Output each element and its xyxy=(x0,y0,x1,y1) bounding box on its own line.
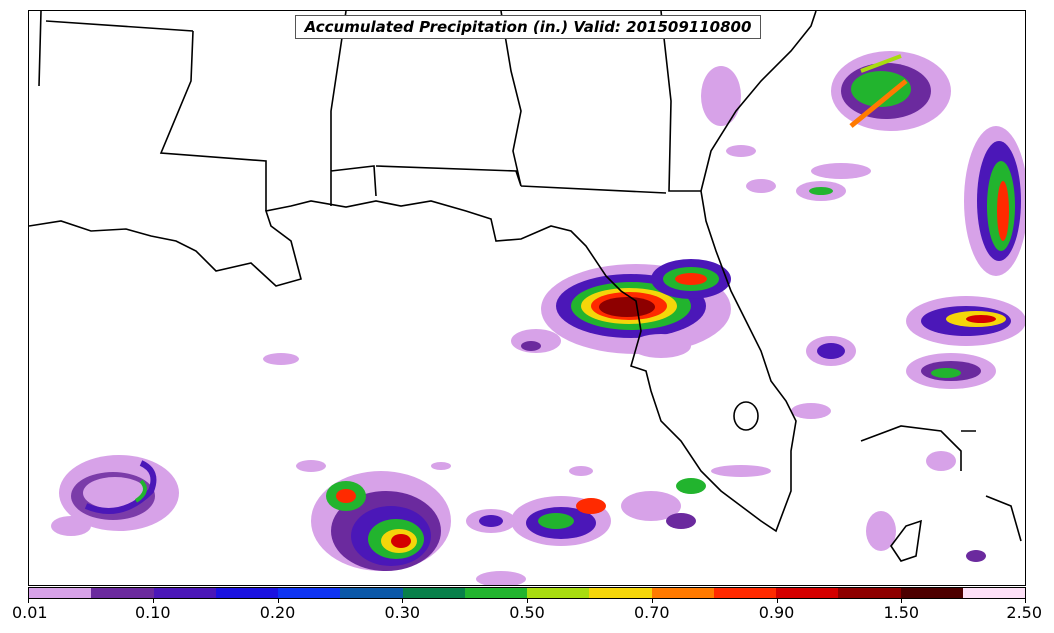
colorbar xyxy=(28,587,1026,599)
colorbar-segment xyxy=(464,588,527,598)
colorbar-segment xyxy=(215,588,278,598)
colorbar-tick-label: 0.20 xyxy=(259,603,296,622)
coastline xyxy=(29,11,817,533)
colorbar-tick xyxy=(277,599,279,603)
colorbar-tick xyxy=(651,599,653,603)
precip-southern-gulf xyxy=(263,353,986,585)
islands-coastline xyxy=(890,495,1022,562)
colorbar-tick-label: 0.01 xyxy=(11,603,48,622)
colorbar-tick-label: 0.30 xyxy=(384,603,421,622)
state-borders xyxy=(38,11,701,211)
colorbar-tick xyxy=(527,599,528,603)
precip-atlantic-band xyxy=(701,51,1025,419)
precipitation-field xyxy=(51,51,1025,585)
colorbar-tick-label: 0.50 xyxy=(509,603,545,622)
colorbar-segment xyxy=(402,588,465,598)
colorbar-segment xyxy=(153,588,216,598)
colorbar-tick xyxy=(1025,599,1026,603)
colorbar-segment xyxy=(651,588,714,598)
colorbar-tick-label: 0.10 xyxy=(134,603,171,622)
geographic-lines xyxy=(29,11,1022,562)
colorbar-segment xyxy=(962,588,1025,598)
colorbar-segment xyxy=(527,588,590,598)
precip-florida-storm xyxy=(511,259,731,358)
map-canvas xyxy=(29,11,1025,585)
colorbar-tick xyxy=(776,599,778,603)
map-panel xyxy=(28,10,1026,586)
colorbar-segment xyxy=(91,588,154,598)
colorbar-tick xyxy=(901,599,903,603)
colorbar-segment xyxy=(900,588,963,598)
colorbar-tick-label: 1.50 xyxy=(883,603,920,622)
colorbar-tick xyxy=(28,599,29,603)
colorbar-tick-label: 2.50 xyxy=(1006,603,1043,622)
colorbar-tick xyxy=(402,599,404,603)
colorbar-tick-label: 0.70 xyxy=(633,603,670,622)
colorbar-segment xyxy=(713,588,776,598)
map-title: Accumulated Precipitation (in.) Valid: 2… xyxy=(295,15,761,39)
colorbar-segment xyxy=(776,588,839,598)
precip-hurricane xyxy=(51,455,179,536)
colorbar-tick xyxy=(152,599,154,603)
colorbar-segment xyxy=(278,588,341,598)
lake-okeechobee xyxy=(733,401,759,431)
colorbar-segment xyxy=(340,588,403,598)
colorbar-tick-label: 0.90 xyxy=(758,603,795,622)
colorbar-segment xyxy=(838,588,901,598)
cuba-coastline xyxy=(860,425,976,471)
colorbar-segment xyxy=(29,588,92,598)
colorbar-segment xyxy=(589,588,652,598)
